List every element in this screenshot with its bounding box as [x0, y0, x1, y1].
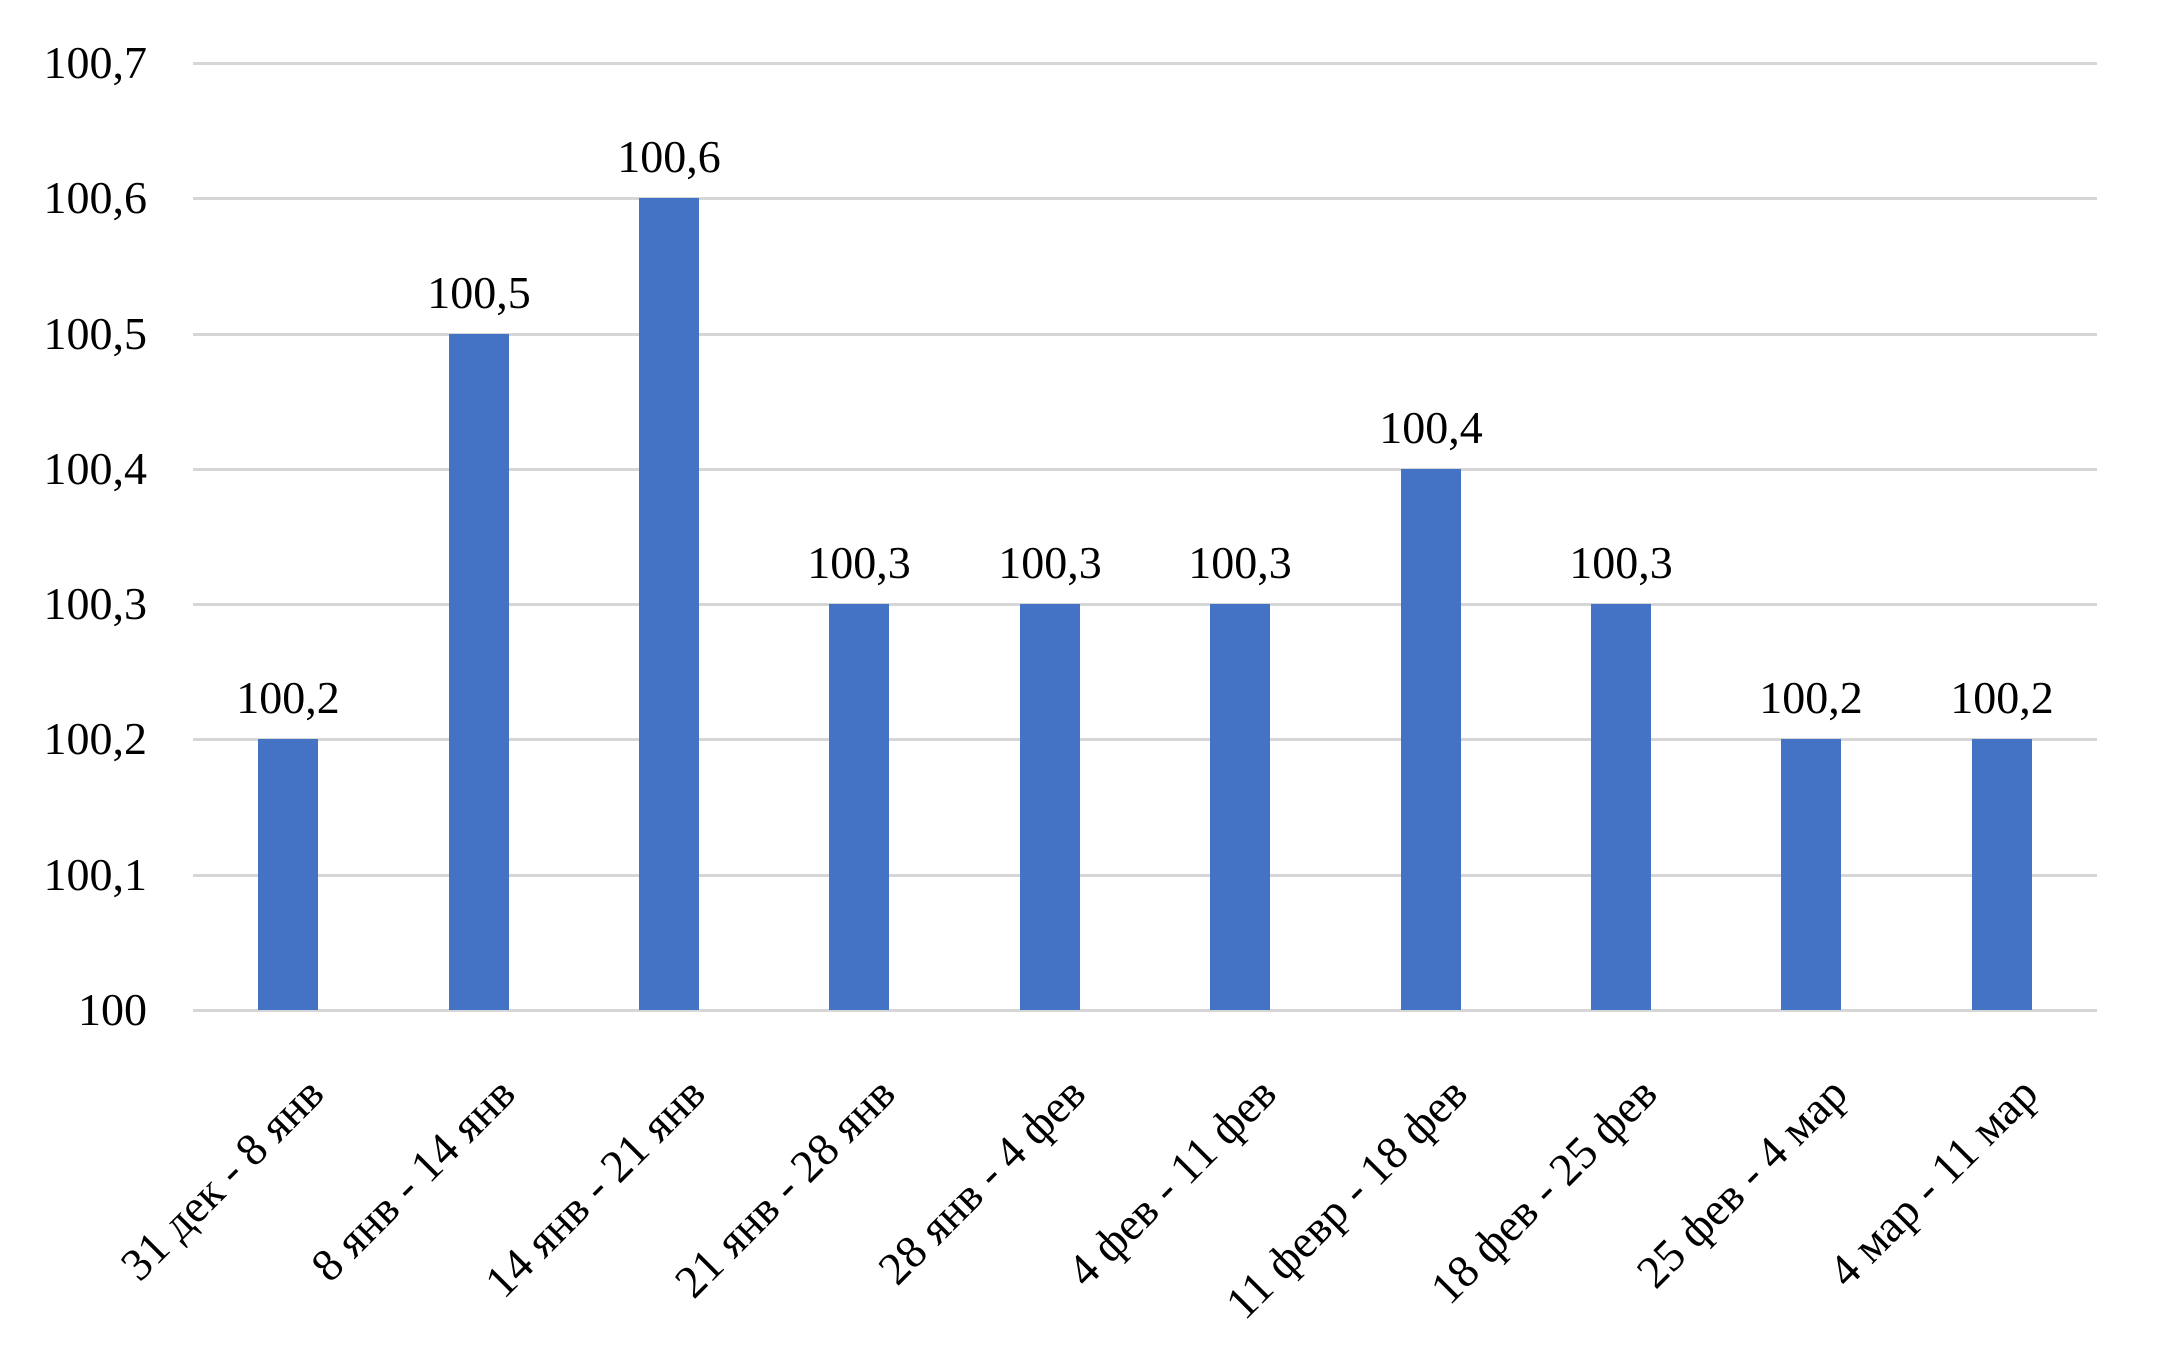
gridline [193, 874, 2097, 877]
gridline [193, 197, 2097, 200]
bar [258, 739, 318, 1010]
bar-value-label: 100,5 [427, 267, 531, 318]
y-axis-label: 100 [78, 984, 147, 1035]
bar-value-label: 100,2 [236, 672, 340, 723]
bar [829, 604, 889, 1010]
gridline [193, 333, 2097, 336]
bar-value-label: 100,6 [617, 131, 721, 182]
y-axis-label: 100,4 [43, 443, 148, 494]
bar [639, 198, 699, 1010]
bar-value-label: 100,4 [1379, 402, 1483, 453]
bar [1972, 739, 2032, 1010]
x-axis-label: 31 дек - 8 янв [110, 1067, 334, 1291]
y-axis-label: 100,2 [43, 713, 148, 764]
gridline [193, 468, 2097, 471]
y-axis-label: 100,5 [43, 308, 148, 359]
bar-value-label: 100,3 [807, 537, 911, 588]
y-axis-label: 100,1 [43, 849, 148, 900]
bar-value-label: 100,2 [1950, 672, 2054, 723]
y-axis-label: 100,6 [43, 172, 148, 223]
gridline [193, 1009, 2097, 1012]
bar-value-label: 100,3 [1569, 537, 1673, 588]
gridline [193, 603, 2097, 606]
y-axis-label: 100,3 [43, 578, 148, 629]
gridline [193, 62, 2097, 65]
bar [1401, 469, 1461, 1010]
gridline [193, 738, 2097, 741]
y-axis-label: 100,7 [43, 37, 148, 88]
bar-value-label: 100,3 [998, 537, 1102, 588]
bar [1210, 604, 1270, 1010]
bar [449, 334, 509, 1010]
bar-value-label: 100,2 [1759, 672, 1863, 723]
bar [1020, 604, 1080, 1010]
bar [1591, 604, 1651, 1010]
bar-value-label: 100,3 [1188, 537, 1292, 588]
bar [1781, 739, 1841, 1010]
